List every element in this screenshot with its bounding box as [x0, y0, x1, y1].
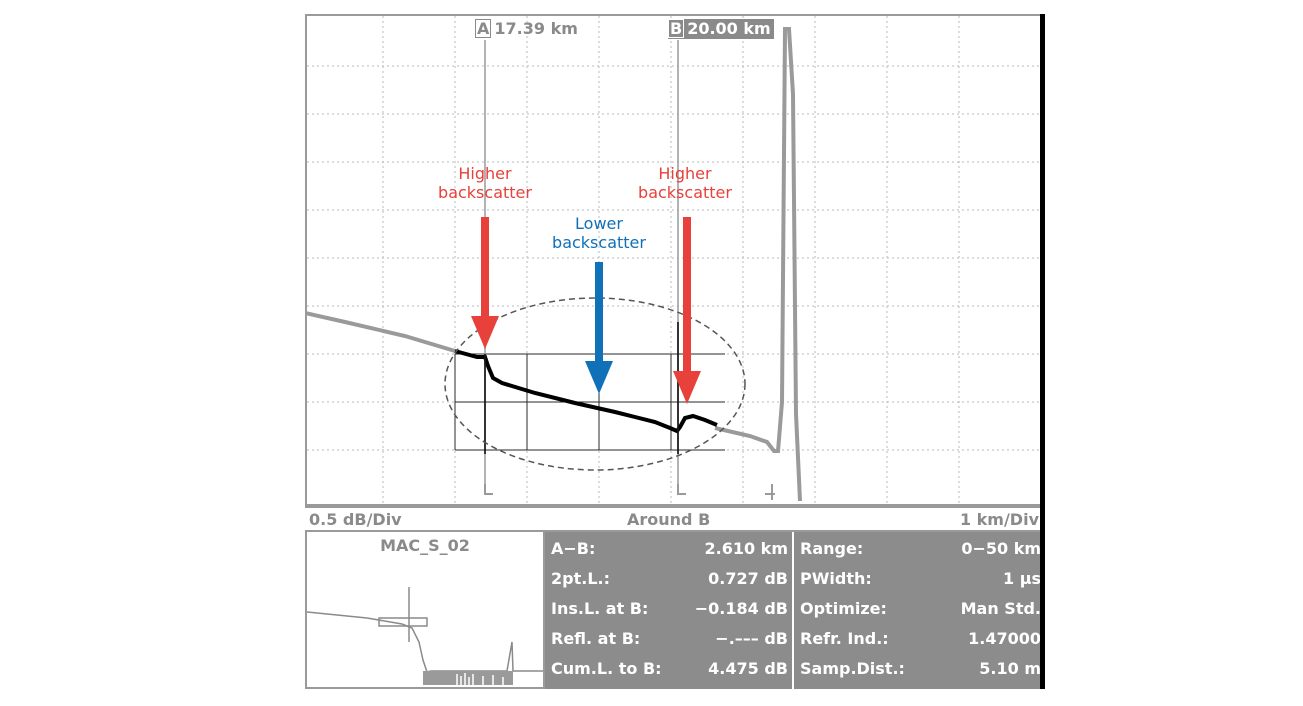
settings-value: 1.47000 [968, 629, 1041, 648]
bottom-panel: MAC_S_02 A−B: 2.610 km 2pt.L. [305, 532, 1045, 689]
settings-row: Range: 0−50 km [800, 536, 1041, 562]
plot-frame [305, 14, 1045, 506]
settings-row: Refr. Ind.: 1.47000 [800, 626, 1041, 652]
cursor-a-foot [484, 484, 493, 495]
vertical-scale: 0.5 dB/Div [309, 510, 402, 529]
annotation-higher-backscatter-right: Higher backscatter [617, 164, 753, 202]
settings-value: 0−50 km [961, 539, 1041, 558]
end-marker [765, 484, 775, 500]
cursor-a-label[interactable]: A 17.39 km [475, 19, 578, 39]
overview-title: MAC_S_02 [380, 536, 470, 555]
gray-trace [305, 311, 456, 353]
measurements-label: A−B: [551, 539, 596, 558]
settings-row: PWidth: 1 µs [800, 566, 1041, 592]
black-trace [454, 349, 718, 434]
measurements-value: 2.610 km [704, 539, 789, 558]
cursor-b-value: 20.00 km [687, 19, 771, 38]
measurements-label: Cum.L. to B: [551, 659, 662, 678]
settings-label: PWidth: [800, 569, 872, 588]
display-mode: Around B [627, 510, 711, 529]
measurements-value: 4.475 dB [708, 659, 788, 678]
measurements-row: Ins.L. at B: −0.184 dB [551, 596, 788, 622]
cursor-b-foot [677, 484, 686, 495]
measurements-label: 2pt.L.: [551, 569, 610, 588]
cursor-a-value: 17.39 km [494, 19, 578, 38]
arrow-higher-left [471, 217, 499, 349]
scale-bar: 0.5 dB/Div Around B 1 km/Div [305, 506, 1045, 532]
measurements-row: A−B: 2.610 km [551, 536, 788, 562]
annotation-line: Higher [458, 164, 512, 183]
horizontal-scale: 1 km/Div [959, 510, 1039, 529]
otdr-display: A 17.39 km B 20.00 km Higher backscatter L… [305, 14, 1045, 689]
measurements-label: Refl. at B: [551, 629, 641, 648]
measurement-panel: A−B: 2.610 km 2pt.L.: 0.727 dB Ins.L. at B: −… [545, 532, 1045, 689]
measurements-row: Cum.L. to B: 4.475 dB [551, 656, 788, 682]
annotation-lower-backscatter: Lower backscatter [531, 214, 667, 252]
annotation-line: backscatter [552, 233, 646, 252]
cursor-b-box: B [668, 19, 685, 38]
cursor-a-box: A [475, 19, 492, 38]
settings-value: 5.10 m [979, 659, 1041, 678]
settings-label: Optimize: [800, 599, 887, 618]
annotation-line: backscatter [438, 183, 532, 202]
measurements-row: Refl. at B: −.––– dB [551, 626, 788, 652]
trace-plot [305, 14, 1045, 506]
measurements-label: Ins.L. at B: [551, 599, 649, 618]
arrow-higher-right [673, 217, 701, 404]
annotation-line: Higher [658, 164, 712, 183]
measurement-results: A−B: 2.610 km 2pt.L.: 0.727 dB Ins.L. at B: −… [545, 532, 794, 689]
measurements-row: 2pt.L.: 0.727 dB [551, 566, 788, 592]
settings-value: 1 µs [1003, 569, 1041, 588]
settings-row: Samp.Dist.: 5.10 m [800, 656, 1041, 682]
annotation-line: backscatter [638, 183, 732, 202]
overview-trace [307, 587, 543, 685]
arrow-lower [585, 262, 613, 394]
settings-label: Samp.Dist.: [800, 659, 905, 678]
annotation-line: Lower [575, 214, 623, 233]
overview-zoom-box[interactable] [378, 617, 428, 627]
settings-label: Refr. Ind.: [800, 629, 889, 648]
measurements-value: 0.727 dB [708, 569, 788, 588]
settings-row: Optimize: Man Std. [800, 596, 1041, 622]
measurements-value: −.––– dB [715, 629, 788, 648]
screen-edge [1040, 14, 1045, 689]
acquisition-settings: Range: 0−50 km PWidth: 1 µs Optimize: Man Std… [794, 532, 1045, 689]
gray-trace-tail [714, 27, 802, 502]
settings-value: Man Std. [960, 599, 1041, 618]
measurements-value: −0.184 dB [694, 599, 788, 618]
annotation-higher-backscatter-left: Higher backscatter [417, 164, 553, 202]
overview-panel: MAC_S_02 [305, 532, 545, 689]
cursor-b-label[interactable]: B 20.00 km [668, 19, 774, 39]
settings-label: Range: [800, 539, 864, 558]
